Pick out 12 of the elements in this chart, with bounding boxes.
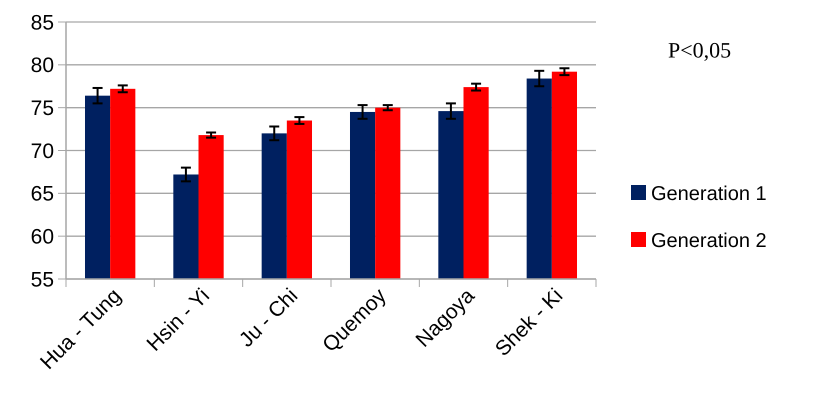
text: P<0,05: [668, 38, 732, 63]
y-tick-label: 75: [30, 97, 54, 120]
x-tick-label: Hsin - Yi: [142, 284, 214, 356]
y-tick-label: 65: [30, 182, 54, 206]
y-tick-label: 60: [30, 226, 54, 249]
legend-label: Generation 2: [651, 230, 767, 252]
x-tick-label: Ju - Chi: [234, 284, 302, 352]
legend-label: Generation 1: [651, 183, 767, 205]
y-tick-label: 55: [30, 268, 54, 292]
y-tick-label: 80: [30, 54, 54, 78]
y-tick-label: 85: [30, 11, 54, 34]
y-tick-label: 70: [30, 140, 54, 163]
